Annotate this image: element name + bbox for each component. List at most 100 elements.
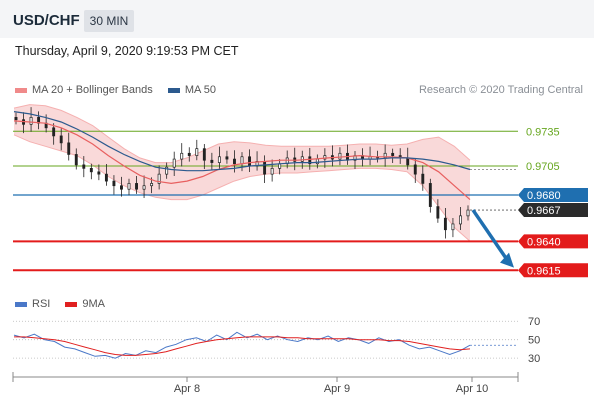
- ma20-line: [13, 120, 471, 201]
- candle: [443, 207, 447, 239]
- candle: [14, 112, 18, 125]
- candle-body: [466, 209, 470, 217]
- chart-header: USD/CHF 30 MIN: [0, 0, 594, 38]
- candle: [210, 152, 214, 170]
- candle: [82, 156, 86, 178]
- candle: [157, 165, 161, 190]
- candle-body: [59, 135, 63, 144]
- rsi-tick-label: 50: [528, 335, 540, 347]
- candle-body: [67, 142, 71, 155]
- candle-body: [127, 183, 131, 190]
- candle-body: [248, 156, 251, 167]
- candle: [97, 164, 101, 181]
- candle-body: [142, 185, 146, 190]
- bollinger-lower-line: [13, 134, 471, 242]
- ma50-line: [13, 111, 471, 172]
- timeframe-button[interactable]: 30 MIN: [84, 10, 134, 32]
- candle: [165, 162, 169, 179]
- candle-body: [82, 164, 86, 169]
- candle: [217, 146, 221, 169]
- legend-item-ma50: MA 50: [167, 84, 216, 96]
- rsi-9ma-line: [14, 336, 471, 356]
- candle-body: [187, 152, 191, 156]
- candle-body: [443, 217, 447, 231]
- candle-body: [14, 117, 18, 121]
- candle-body: [89, 168, 93, 173]
- candle-body: [29, 117, 33, 125]
- candle-body: [104, 173, 108, 182]
- x-tick-label: Apr 9: [324, 383, 350, 395]
- candle-body: [413, 164, 417, 175]
- candle: [67, 132, 71, 161]
- level-label-0: 0.9735: [526, 126, 560, 138]
- candle: [112, 175, 116, 195]
- bollinger-upper-line: [13, 104, 471, 164]
- research-credit: Research © 2020 Trading Central: [418, 84, 583, 96]
- level-label-1: 0.9705: [526, 161, 560, 173]
- candle: [180, 143, 184, 167]
- candle: [104, 163, 108, 186]
- candle-body: [233, 158, 236, 165]
- level-label-3: 0.9667: [527, 205, 561, 217]
- candle-body: [165, 166, 169, 175]
- candle-body: [406, 157, 410, 166]
- candle-body: [135, 183, 138, 190]
- level-badge-2: [518, 188, 588, 202]
- legend-item-rsi: RSI: [15, 298, 50, 310]
- candle: [135, 176, 138, 194]
- candle: [270, 159, 274, 182]
- candle-body: [421, 173, 425, 184]
- candle: [172, 151, 176, 176]
- candle: [89, 163, 93, 180]
- rsi-legend: RSI 9MA: [15, 298, 105, 310]
- main-legend: MA 20 + Bollinger Bands MA 50: [15, 84, 216, 96]
- candle-body: [225, 156, 229, 160]
- candle-body: [172, 158, 176, 168]
- candle: [120, 176, 123, 197]
- candle: [127, 178, 131, 196]
- candle: [466, 205, 470, 221]
- candle: [428, 178, 432, 213]
- rsi-tick-label: 30: [528, 353, 540, 365]
- chart-datetime: Thursday, April 9, 2020 9:19:53 PM CET: [15, 44, 239, 58]
- candle-body: [270, 168, 274, 175]
- candle: [436, 199, 440, 223]
- candle-body: [97, 171, 101, 175]
- candle: [338, 147, 342, 166]
- legend-item-ma20: MA 20 + Bollinger Bands: [15, 84, 153, 96]
- candle-body: [120, 185, 123, 190]
- candle-body: [308, 156, 312, 165]
- level-label-2: 0.9680: [527, 190, 561, 202]
- currency-pair-title: USD/CHF: [13, 12, 80, 29]
- candle: [59, 128, 63, 151]
- candle: [202, 144, 206, 170]
- candle-body: [112, 180, 116, 187]
- forecast-arrow-head: [500, 252, 514, 268]
- level-badge-4: [518, 234, 588, 249]
- candle-body: [263, 161, 267, 175]
- candle: [451, 217, 455, 238]
- candle-body: [157, 173, 161, 184]
- candle-body: [428, 183, 432, 207]
- candle-body: [195, 148, 199, 156]
- level-label-5: 0.9615: [527, 265, 561, 277]
- candle-body: [451, 223, 455, 231]
- candle-body: [217, 156, 221, 163]
- candle: [74, 148, 78, 170]
- level-badge-5: [518, 263, 588, 278]
- level-badge-3: [518, 203, 588, 218]
- x-tick-label: Apr 8: [174, 383, 200, 395]
- candle: [421, 165, 425, 191]
- candle: [142, 175, 146, 199]
- candle-body: [202, 148, 206, 161]
- candle-body: [210, 159, 214, 163]
- candle: [187, 147, 191, 162]
- candle: [413, 158, 417, 183]
- candle-body: [391, 152, 395, 156]
- candle-body: [315, 158, 319, 165]
- level-label-4: 0.9640: [527, 236, 561, 248]
- candle: [29, 107, 33, 132]
- legend-item-9ma: 9MA: [65, 298, 105, 310]
- candle: [195, 139, 199, 161]
